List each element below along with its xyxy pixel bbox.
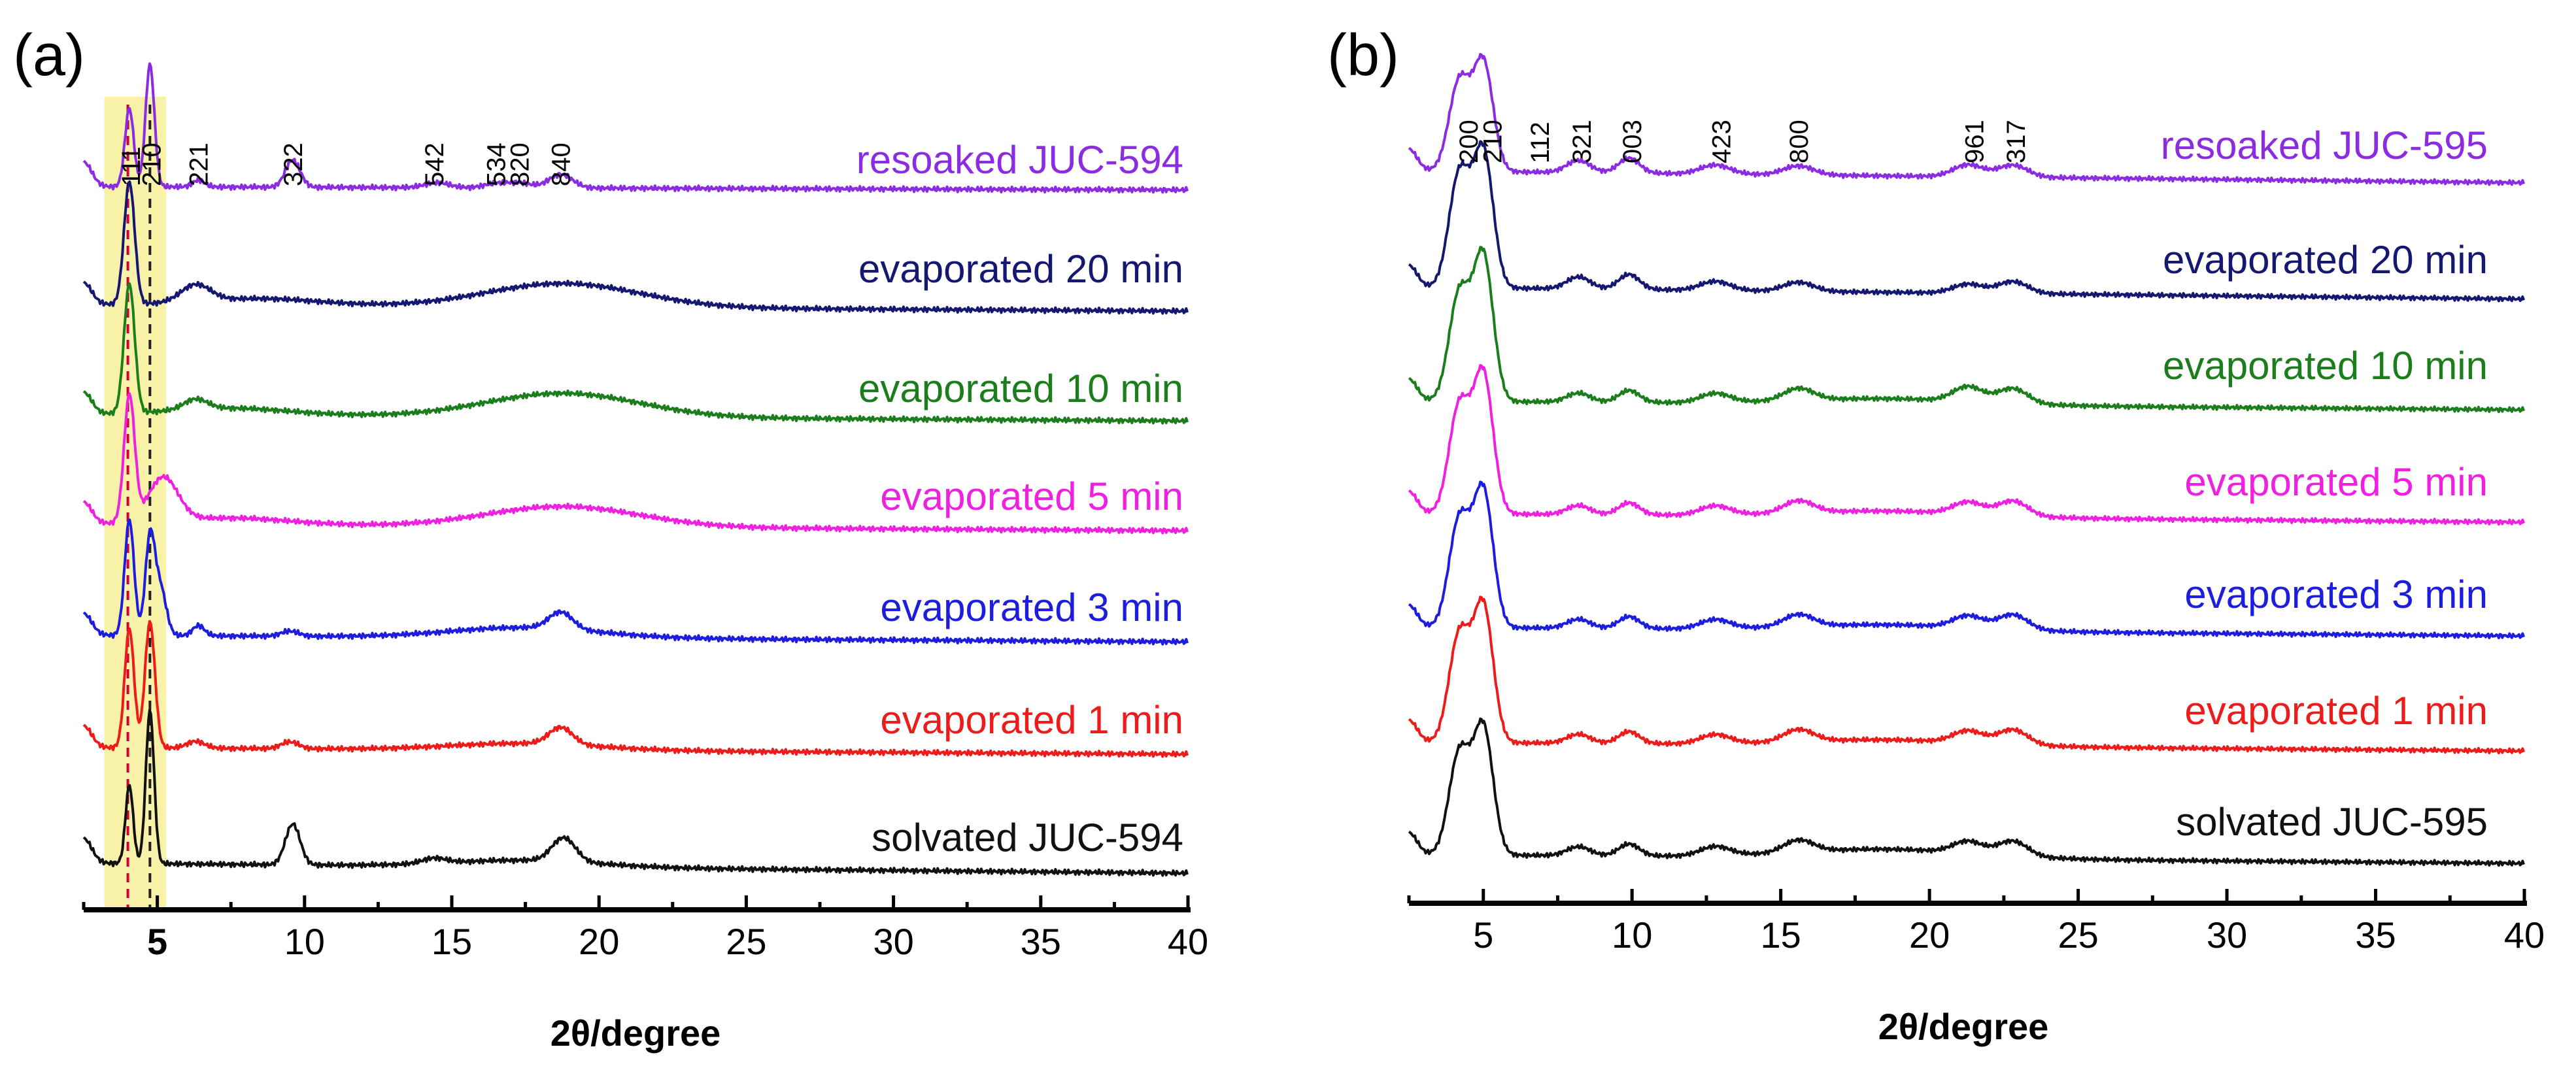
series-line-evaporated-20-min: [82, 180, 1189, 315]
x-tick-label: 5: [147, 921, 167, 962]
panel-label: (a): [13, 23, 85, 88]
peak-label-840: 840: [547, 142, 576, 186]
peak-label-534: 534: [483, 142, 511, 186]
x-tick-label: 20: [1909, 914, 1950, 956]
series-line-evaporated-3-min: [1408, 480, 2525, 640]
peak-label-210: 210: [1478, 120, 1507, 163]
x-tick-label: 35: [2355, 914, 2396, 956]
peak-label-820: 820: [506, 142, 535, 186]
series-label-evaporated-10-min: evaporated 10 min: [858, 367, 1183, 410]
x-axis-title: 2θ/degree: [1878, 1006, 2049, 1047]
panel-label: (b): [1327, 23, 1399, 88]
trace-group: [1408, 53, 2525, 867]
series-label-evaporated-3-min: evaporated 3 min: [880, 586, 1183, 629]
peak-label-542: 542: [420, 142, 449, 186]
peak-label-322: 322: [279, 142, 308, 186]
panel-b-chart: resoaked JUC-595 evaporated 20 min evapora…: [1327, 23, 2545, 1047]
x-tick-label: 5: [1473, 914, 1493, 956]
peak-label-112: 112: [1526, 122, 1555, 163]
peak-label-800: 800: [1785, 120, 1814, 163]
series-line-evaporated-5-min: [1408, 364, 2525, 526]
series-label-resoaked-juc-595: resoaked JUC-595: [2161, 124, 2488, 167]
series-line-evaporated-1-min: [82, 620, 1189, 758]
peak-label-317: 317: [2002, 120, 2031, 163]
x-tick-label: 10: [1612, 914, 1652, 956]
series-line-evaporated-10-min: [1408, 246, 2525, 414]
panel-a-chart: resoaked JUC-594 evaporated 20 min evapora…: [13, 23, 1208, 1054]
x-tick-label: 35: [1021, 921, 1061, 962]
series-line-evaporated-20-min: [1408, 140, 2525, 303]
series-label-evaporated-20-min: evaporated 20 min: [858, 247, 1183, 291]
highlight-band: [104, 97, 167, 910]
series-label-evaporated-5-min: evaporated 5 min: [2184, 460, 2488, 504]
series-label-evaporated-5-min: evaporated 5 min: [880, 475, 1183, 518]
series-label-group: resoaked JUC-594 evaporated 20 min evapora…: [856, 138, 1183, 859]
x-tick-label: 15: [432, 921, 472, 962]
series-label-resoaked-juc-594: resoaked JUC-594: [856, 138, 1183, 182]
peak-label-961: 961: [1960, 120, 1989, 163]
x-tick-label: 25: [2058, 914, 2098, 956]
series-label-evaporated-3-min: evaporated 3 min: [2184, 573, 2488, 616]
series-label-evaporated-10-min: evaporated 10 min: [2163, 344, 2488, 388]
series-line-evaporated-3-min: [82, 518, 1189, 646]
series-line-evaporated-10-min: [82, 282, 1189, 425]
series-label-evaporated-1-min: evaporated 1 min: [880, 698, 1183, 742]
x-tick-label: 40: [1168, 921, 1208, 962]
series-label-solvated-juc-595: solvated JUC-595: [2176, 800, 2488, 844]
x-axis-ticks: 5 10 15 20 25 30 35 40: [1407, 889, 2545, 956]
peak-label-423: 423: [1708, 120, 1737, 163]
x-axis-title: 2θ/degree: [551, 1012, 721, 1054]
series-line-evaporated-1-min: [1408, 595, 2525, 755]
series-label-solvated-juc-594: solvated JUC-594: [872, 816, 1183, 859]
series-line-resoaked-juc-594: [82, 62, 1189, 194]
peak-label-200: 200: [1455, 120, 1483, 163]
peak-label-003: 003: [1618, 120, 1647, 163]
series-line-evaporated-5-min: [82, 392, 1189, 535]
x-tick-label: 25: [726, 921, 766, 962]
peak-label-321: 321: [1568, 120, 1597, 163]
peak-label-221: 221: [185, 142, 214, 186]
trace-group: [82, 62, 1189, 877]
peak-label-111: 111: [117, 146, 146, 186]
peak-label-210: 210: [138, 142, 167, 186]
x-tick-label: 15: [1761, 914, 1801, 956]
series-label-evaporated-20-min: evaporated 20 min: [2163, 238, 2488, 282]
x-tick-label: 20: [579, 921, 619, 962]
series-line-solvated-juc-595: [1408, 717, 2525, 867]
series-line-resoaked-juc-595: [1408, 53, 2525, 186]
series-label-group: resoaked JUC-595 evaporated 20 min evapora…: [2161, 124, 2488, 844]
x-tick-label: 30: [2207, 914, 2247, 956]
series-label-evaporated-1-min: evaporated 1 min: [2184, 689, 2488, 733]
x-tick-label: 30: [873, 921, 913, 962]
x-tick-label: 40: [2504, 914, 2545, 956]
series-line-solvated-juc-594: [82, 708, 1189, 877]
x-axis-ticks: 5 10 15 20 25 30 35 40: [82, 895, 1208, 962]
x-tick-label: 10: [284, 921, 325, 962]
